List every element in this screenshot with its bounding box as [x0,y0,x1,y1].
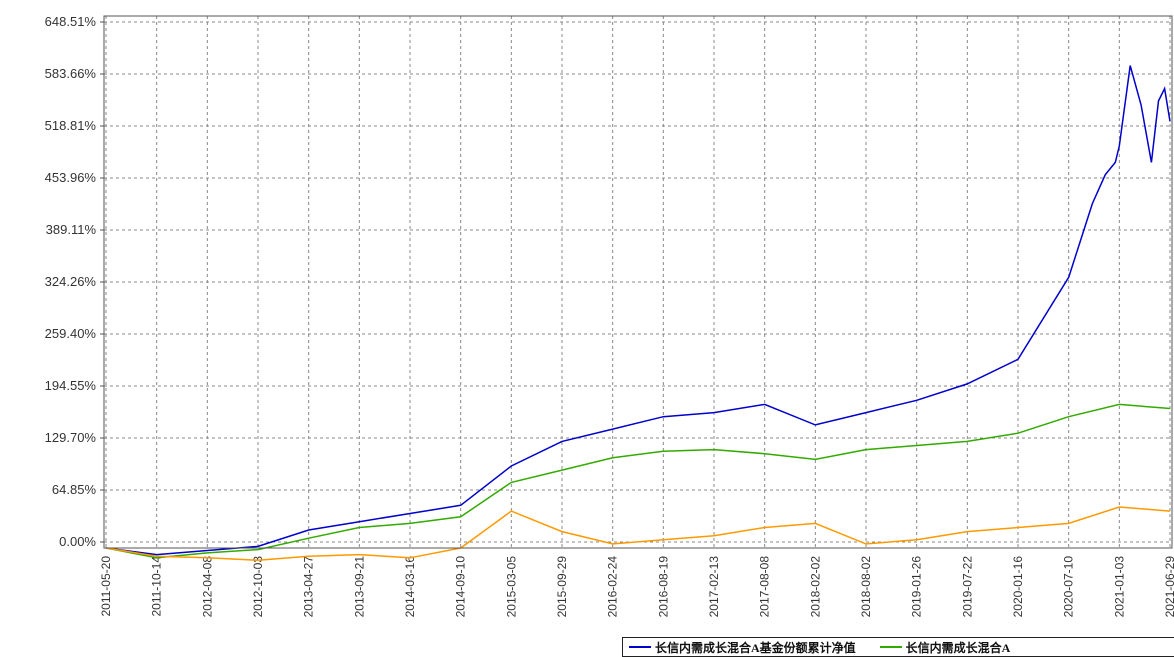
grid [104,16,1172,548]
x-tick-label: 2019-01-26 [910,556,924,618]
y-tick-label: 453.96% [45,170,97,185]
x-tick-label: 2012-10-03 [251,556,265,618]
y-tick-label: 324.26% [45,274,97,289]
x-tick-label: 2012-04-08 [200,556,214,618]
legend-item: 长信内需成长混合A [879,639,1011,656]
x-tick-label: 2017-02-13 [707,556,721,618]
x-tick-label: 2013-04-27 [302,556,316,618]
x-tick-label: 2013-09-21 [352,556,366,618]
y-tick-label: 518.81% [45,118,97,133]
y-tick-label: 0.00% [59,534,96,549]
legend-item: 长信内需成长混合A基金份额累计净值 [629,639,856,656]
x-tick-label: 2015-03-05 [504,556,518,618]
x-tick-label: 2014-03-16 [403,556,417,618]
x-tick-label: 2011-05-20 [99,556,113,617]
legend-swatch [629,646,651,648]
x-tick-label: 2021-06-29 [1163,556,1174,618]
x-tick-label: 2011-10-14 [150,556,164,617]
x-tick-label: 2016-08-19 [656,556,670,618]
x-tick-label: 2016-02-24 [606,556,620,618]
series-line [105,403,1171,559]
y-tick-label: 64.85% [52,482,97,497]
x-tick-label: 2014-09-10 [454,556,468,618]
y-tick-label: 259.40% [45,326,97,341]
y-tick-label: 194.55% [45,378,97,393]
x-axis: 2011-05-20 2011-10-14 2012-04-08 2012-10-03… [99,556,1174,618]
legend-label: 长信内需成长混合A [905,640,1011,655]
x-tick-label: 2021-01-03 [1112,556,1126,618]
series-group [105,65,1171,562]
x-tick-label: 2015-09-29 [555,556,569,618]
legend: 长信内需成长混合A基金份额累计净值 长信内需成长混合A [622,637,1174,657]
x-tick-label: 2020-07-10 [1062,556,1076,618]
y-tick-label: 129.70% [45,430,97,445]
x-tick-label: 2017-08-08 [758,556,772,618]
y-axis: 648.51% 583.66% 518.81% 453.96% 389.11% 324.2… [45,14,104,549]
x-tick-label: 2019-07-22 [960,556,974,618]
y-tick-label: 583.66% [45,66,97,81]
y-tick-label: 648.51% [45,14,97,29]
legend-label: 长信内需成长混合A基金份额累计净值 [655,640,856,655]
x-tick-label: 2020-01-16 [1011,556,1025,618]
x-tick-label: 2018-02-02 [808,556,822,618]
x-tick-label: 2018-08-02 [859,556,873,618]
y-tick-label: 389.11% [46,222,97,237]
series-line [105,65,1171,556]
series-line [105,506,1171,562]
plot-frame [103,15,1173,549]
legend-swatch [879,646,902,648]
